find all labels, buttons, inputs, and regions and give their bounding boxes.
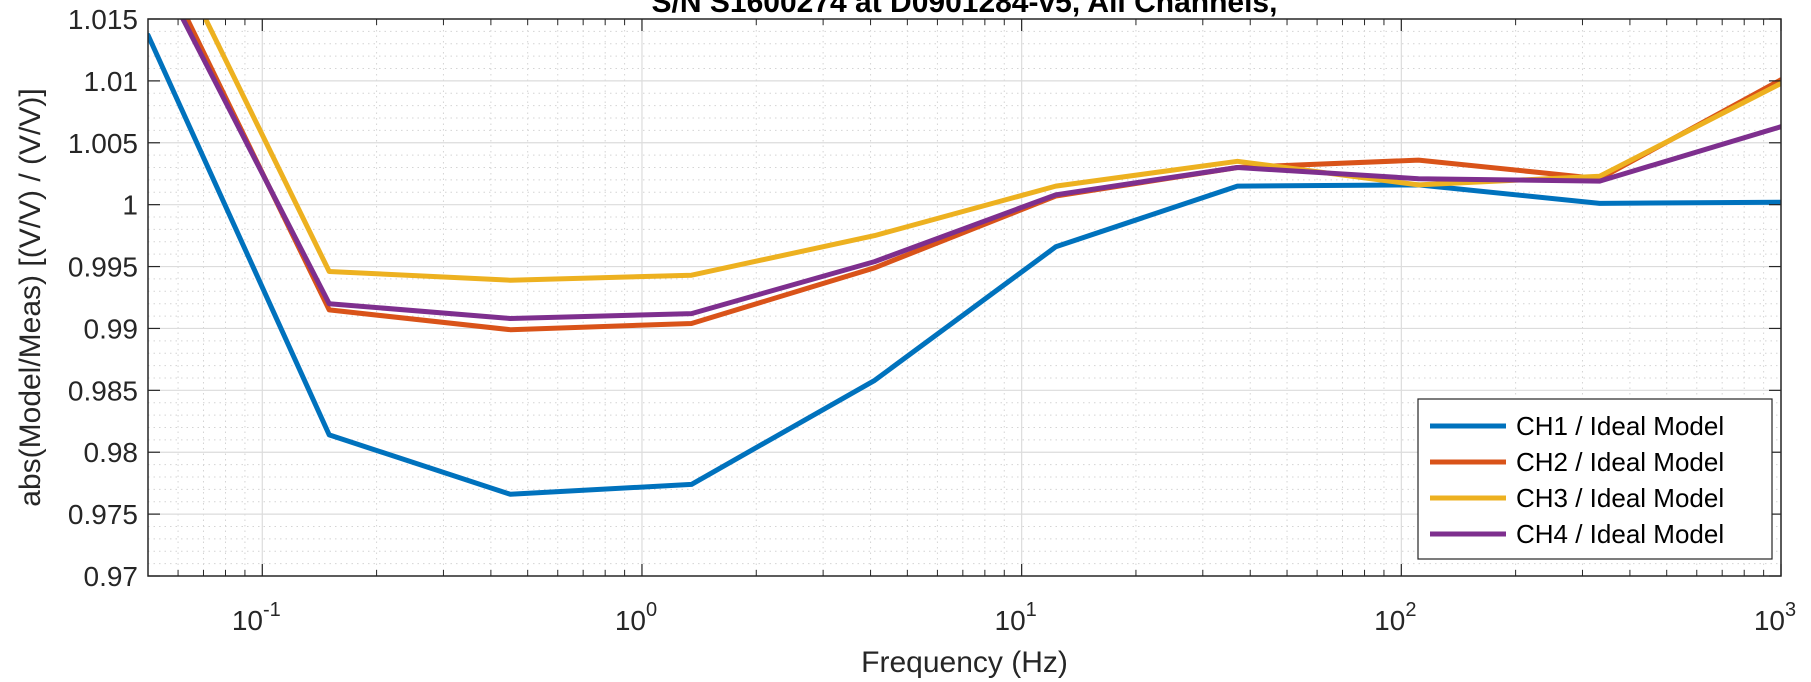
chart-title: S/N S1600274 at D0901284-v5, All Channel… — [652, 0, 1278, 19]
y-tick-label: 0.98 — [84, 437, 139, 468]
legend-label: CH3 / Ideal Model — [1516, 483, 1724, 513]
x-tick-exponent: 1 — [1026, 599, 1037, 621]
legend-label: CH4 / Ideal Model — [1516, 519, 1724, 549]
x-tick-base: 10 — [232, 605, 263, 636]
x-tick-label: 100 — [615, 599, 657, 636]
x-tick-exponent: 3 — [1785, 599, 1796, 621]
series-layer — [148, 19, 1781, 497]
x-tick-base: 10 — [615, 605, 646, 636]
series-line-ch2 — [184, 19, 1781, 333]
x-tick-label: 102 — [1374, 599, 1416, 636]
y-tick-label: 0.985 — [68, 375, 138, 406]
y-tick-label: 1.005 — [68, 128, 138, 159]
x-tick-labels: 10-1 100 101 102 103 — [232, 599, 1796, 636]
series-line-ch1 — [148, 32, 1781, 497]
x-tick-base: 10 — [1754, 605, 1785, 636]
y-tick-label: 1.01 — [84, 66, 139, 97]
legend-label: CH2 / Ideal Model — [1516, 447, 1724, 477]
x-tick-label: 101 — [995, 599, 1037, 636]
x-tick-exponent: 0 — [646, 599, 657, 621]
tick-marks — [148, 18, 1782, 577]
y-tick-label: 0.975 — [68, 499, 138, 530]
plot-frame — [147, 18, 1782, 577]
y-axis-label: abs(Model/Meas) [(V/V) / (V/V)] — [14, 88, 47, 506]
y-tick-label: 1 — [122, 190, 138, 221]
legend: CH1 / Ideal Model CH2 / Ideal Model CH3 / … — [1417, 398, 1773, 560]
y-tick-label: 1.015 — [68, 4, 138, 35]
x-tick-base: 10 — [1374, 605, 1405, 636]
x-tick-base: 10 — [995, 605, 1026, 636]
y-tick-label: 0.995 — [68, 252, 138, 283]
x-tick-label: 10-1 — [232, 599, 281, 636]
x-tick-label: 103 — [1754, 599, 1796, 636]
x-tick-exponent: -1 — [263, 599, 281, 621]
series-line-ch4 — [180, 19, 1781, 321]
legend-label: CH1 / Ideal Model — [1516, 411, 1724, 441]
y-tick-label: 0.97 — [84, 561, 139, 592]
x-tick-exponent: 2 — [1405, 599, 1416, 621]
y-tick-label: 0.99 — [84, 313, 139, 344]
y-tick-labels: 0.97 0.975 0.98 0.985 0.99 0.995 1 1.005 1.01 1.0… — [68, 4, 138, 592]
x-axis-label: Frequency (Hz) — [861, 646, 1068, 679]
